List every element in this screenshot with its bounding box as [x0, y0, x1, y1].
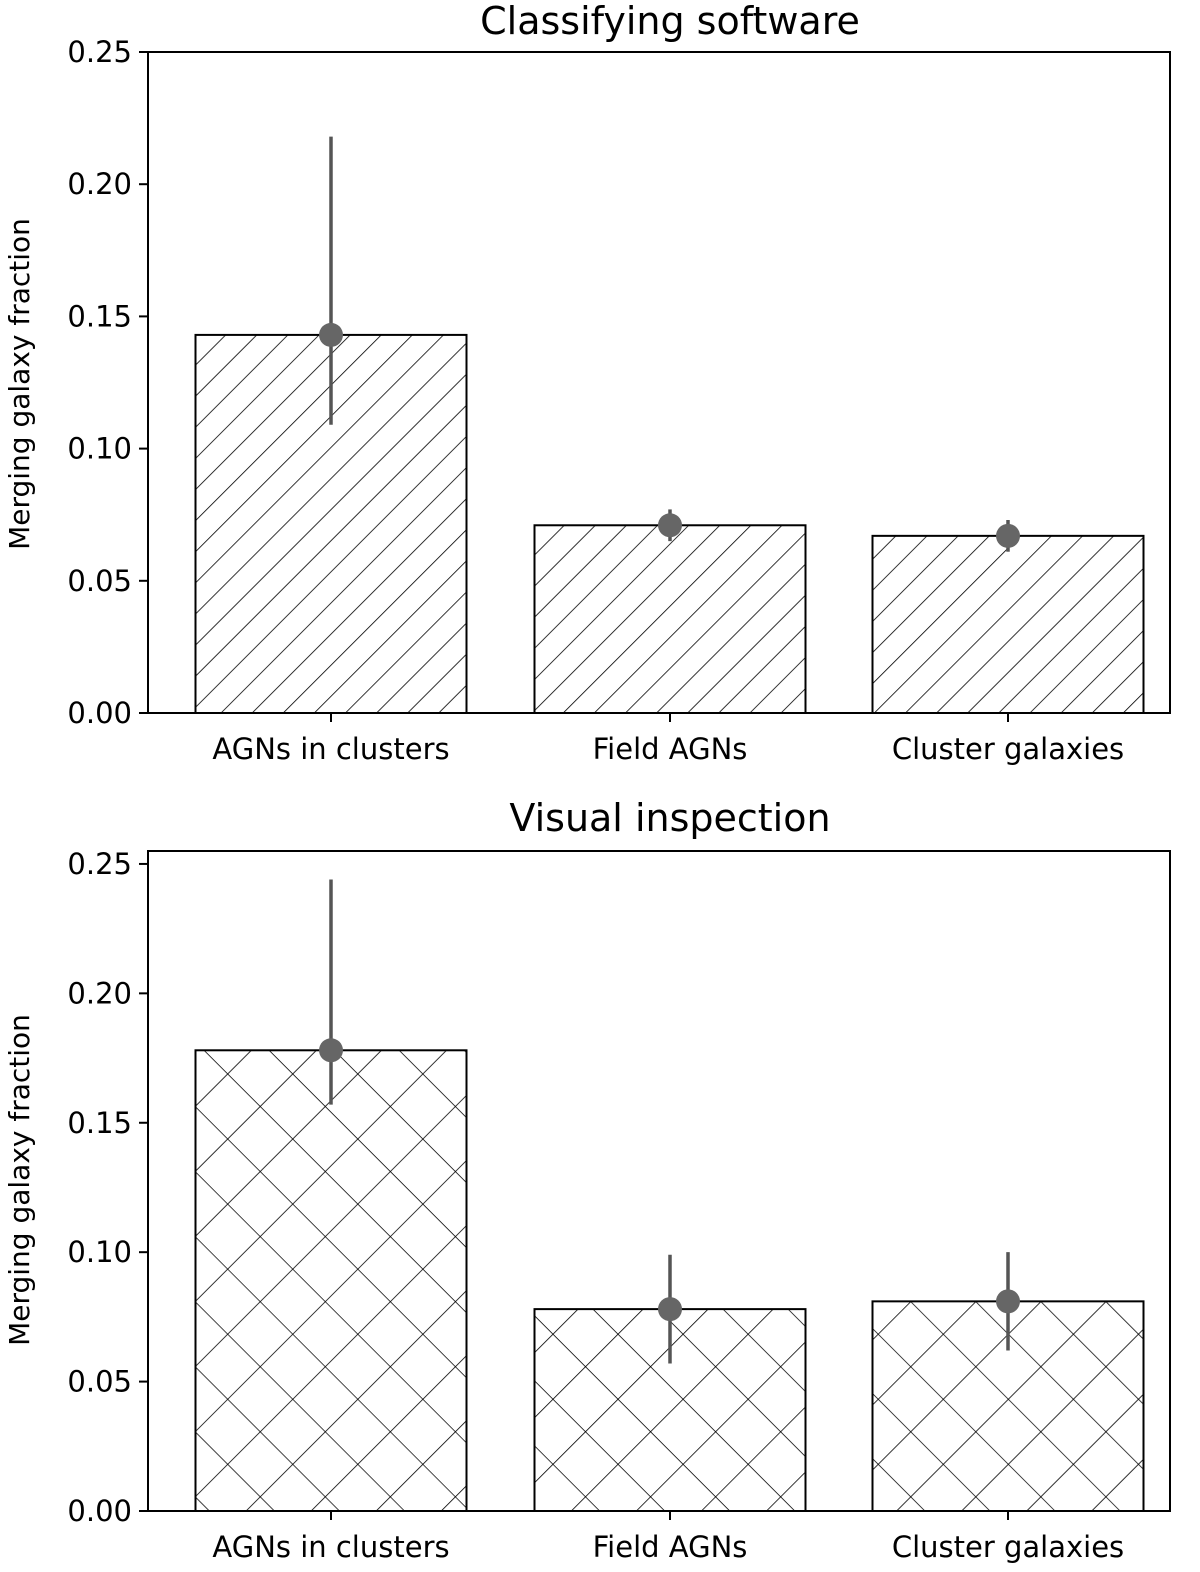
- y-tick-label-2: 0.10: [67, 432, 132, 466]
- marker-0: [319, 1038, 343, 1063]
- y-tick-label-4: 0.20: [67, 976, 132, 1010]
- y-tick-label-3: 0.15: [67, 1106, 132, 1140]
- y-tick-label-4: 0.20: [67, 167, 132, 201]
- marker-0: [319, 322, 343, 347]
- y-tick-label-2: 0.10: [67, 1235, 132, 1269]
- marker-2: [996, 523, 1020, 548]
- marker-1: [658, 1297, 682, 1322]
- chart-classifying-software: Classifying software Merging galaxy frac…: [3, 0, 1171, 766]
- chart-visual-inspection: Visual inspection Merging galaxy fractio…: [3, 796, 1171, 1564]
- x-tick-label-2: Cluster galaxies: [892, 732, 1124, 766]
- chart-title: Visual inspection: [509, 796, 830, 840]
- chart-title: Classifying software: [480, 0, 860, 43]
- y-tick-label-1: 0.05: [67, 1365, 132, 1399]
- plot-frame: [147, 850, 1171, 1512]
- bar-hatch-2: [871, 534, 1145, 714]
- x-tick-label-1: Field AGNs: [593, 1530, 748, 1564]
- y-tick-label-5: 0.25: [67, 847, 132, 881]
- y-tick-label-0: 0.00: [67, 696, 132, 730]
- bar-hatch-1: [533, 524, 807, 714]
- marker-1: [658, 513, 682, 538]
- x-tick-label-0: AGNs in clusters: [212, 732, 449, 766]
- plot-frame: [147, 51, 1171, 714]
- y-tick-label-1: 0.05: [67, 564, 132, 598]
- y-tick-label-5: 0.25: [67, 35, 132, 69]
- x-tick-label-1: Field AGNs: [593, 732, 748, 766]
- bar-hatch-0: [194, 1049, 468, 1512]
- x-tick-label-0: AGNs in clusters: [212, 1530, 449, 1564]
- x-tick-label-2: Cluster galaxies: [892, 1530, 1124, 1564]
- y-tick-label-3: 0.15: [67, 299, 132, 333]
- y-axis-label: Merging galaxy fraction: [3, 218, 36, 550]
- y-tick-label-0: 0.00: [67, 1494, 132, 1528]
- marker-2: [996, 1289, 1020, 1314]
- y-axis-label: Merging galaxy fraction: [3, 1014, 36, 1346]
